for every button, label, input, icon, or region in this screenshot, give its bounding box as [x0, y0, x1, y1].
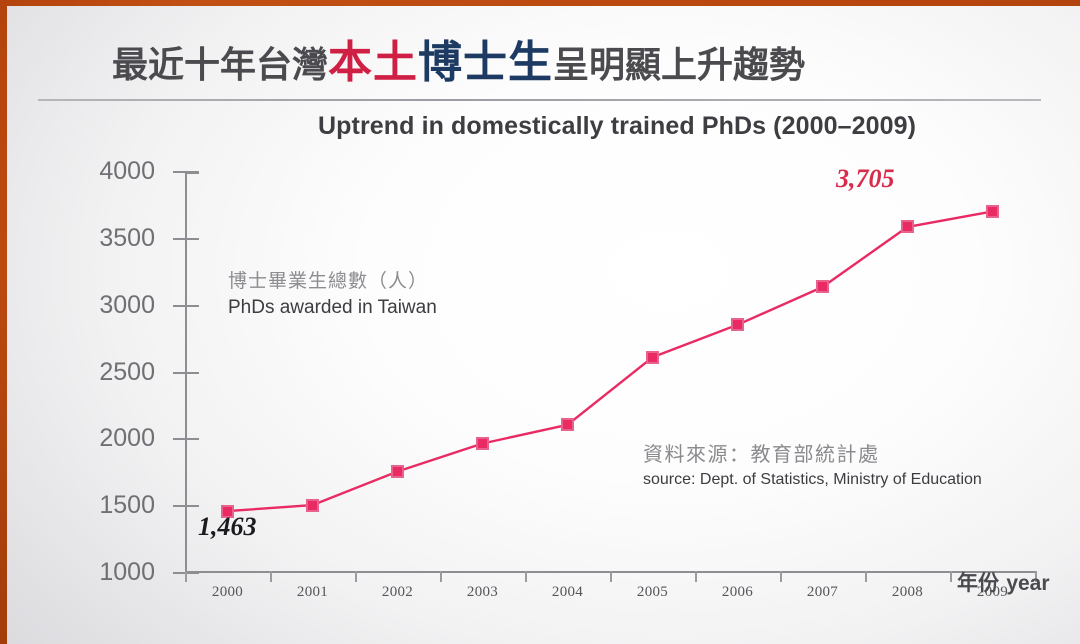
y-axis-tick-label: 1000	[99, 558, 155, 586]
headline-divider	[38, 99, 1041, 101]
slide-frame-left	[0, 0, 7, 644]
data-point-marker	[221, 504, 234, 518]
data-label-first: 1,463	[198, 512, 257, 541]
data-point-marker	[561, 418, 574, 432]
source-annotation-zh: 資料來源：教育部統計處	[643, 442, 880, 466]
headline-part-1: 最近十年台灣	[112, 45, 329, 86]
x-axis-tick	[865, 571, 867, 582]
data-label-last: 3,705	[836, 164, 895, 193]
page-title: 最近十年台灣本土博士生呈明顯上升趨勢	[112, 40, 805, 89]
y-axis-tick-label: 2000	[99, 424, 155, 453]
headline-part-2-highlight-red: 本土	[328, 37, 419, 88]
y-axis-tick-label: 1500	[99, 491, 155, 520]
x-axis-label: 2005	[636, 584, 669, 600]
x-axis-label: 2008	[891, 584, 924, 600]
x-axis-label: 2004	[551, 584, 584, 600]
series-annotation-zh: 博士畢業生總數（人）	[228, 270, 429, 292]
x-axis-title-en: year	[1006, 572, 1050, 595]
x-axis-tick	[270, 571, 272, 582]
source-annotation-en: source: Dept. of Statistics, Ministry of…	[643, 471, 982, 488]
series-annotation-en: PhDs awarded in Taiwan	[228, 297, 437, 318]
x-axis-tick	[695, 571, 697, 582]
y-axis-tick-label: 3000	[99, 290, 155, 319]
data-point-marker	[901, 220, 914, 234]
data-point-marker	[306, 498, 319, 512]
y-axis-tick: 2500	[99, 358, 199, 386]
slide-frame-top	[0, 0, 1080, 6]
series-line	[227, 210, 993, 513]
y-axis-tick-label: 3500	[99, 223, 155, 252]
x-axis-label: 2007	[806, 584, 839, 600]
x-axis-tick	[440, 571, 442, 582]
y-axis-tick: 3500	[99, 224, 199, 252]
data-point-marker	[646, 350, 659, 364]
y-axis-top-cap	[185, 172, 199, 174]
y-axis-tick: 2000	[99, 424, 199, 452]
y-axis-tick-label: 4000	[99, 157, 155, 185]
x-axis-label: 2002	[381, 584, 414, 600]
series-annotation: 博士畢業生總數（人） PhDs awarded in Taiwan	[228, 266, 437, 319]
data-point-marker	[391, 465, 404, 479]
x-axis-title-zh: 年份	[957, 571, 999, 595]
x-axis-label: 2009	[976, 584, 1009, 600]
chart-plot-area: 4000 3500 3000 2500 2000 1500 1000 2000 2001 200…	[99, 157, 1037, 600]
x-axis-tick	[610, 571, 612, 582]
x-axis-tick	[1035, 571, 1037, 582]
headline-part-3-highlight-navy: 博士生	[418, 37, 554, 88]
source-annotation: 資料來源：教育部統計處 source: Dept. of Statistics,…	[643, 438, 982, 489]
headline-part-4: 呈明顯上升趨勢	[553, 45, 806, 86]
data-point-marker	[476, 436, 489, 450]
data-point-marker	[816, 280, 829, 294]
x-axis-label: 2001	[296, 584, 329, 600]
x-axis-tick	[355, 571, 357, 582]
x-axis-tick	[950, 571, 952, 582]
y-axis-tick: 3000	[99, 291, 199, 319]
x-axis-label: 2006	[721, 584, 754, 600]
y-axis-tick: 4000	[99, 157, 199, 185]
x-axis-label: 2000	[211, 584, 244, 600]
x-axis-tick	[185, 571, 187, 582]
y-axis-tick: 1500	[99, 491, 199, 519]
data-point-marker	[986, 204, 999, 218]
x-axis-label: 2003	[466, 584, 499, 600]
y-axis-tick-label: 2500	[99, 357, 155, 386]
x-axis-title: 年份 year	[957, 567, 1050, 597]
x-axis-tick	[780, 571, 782, 582]
x-axis-tick	[525, 571, 527, 582]
data-point-marker	[731, 318, 744, 332]
chart-title: Uptrend in domestically trained PhDs (20…	[318, 112, 917, 140]
